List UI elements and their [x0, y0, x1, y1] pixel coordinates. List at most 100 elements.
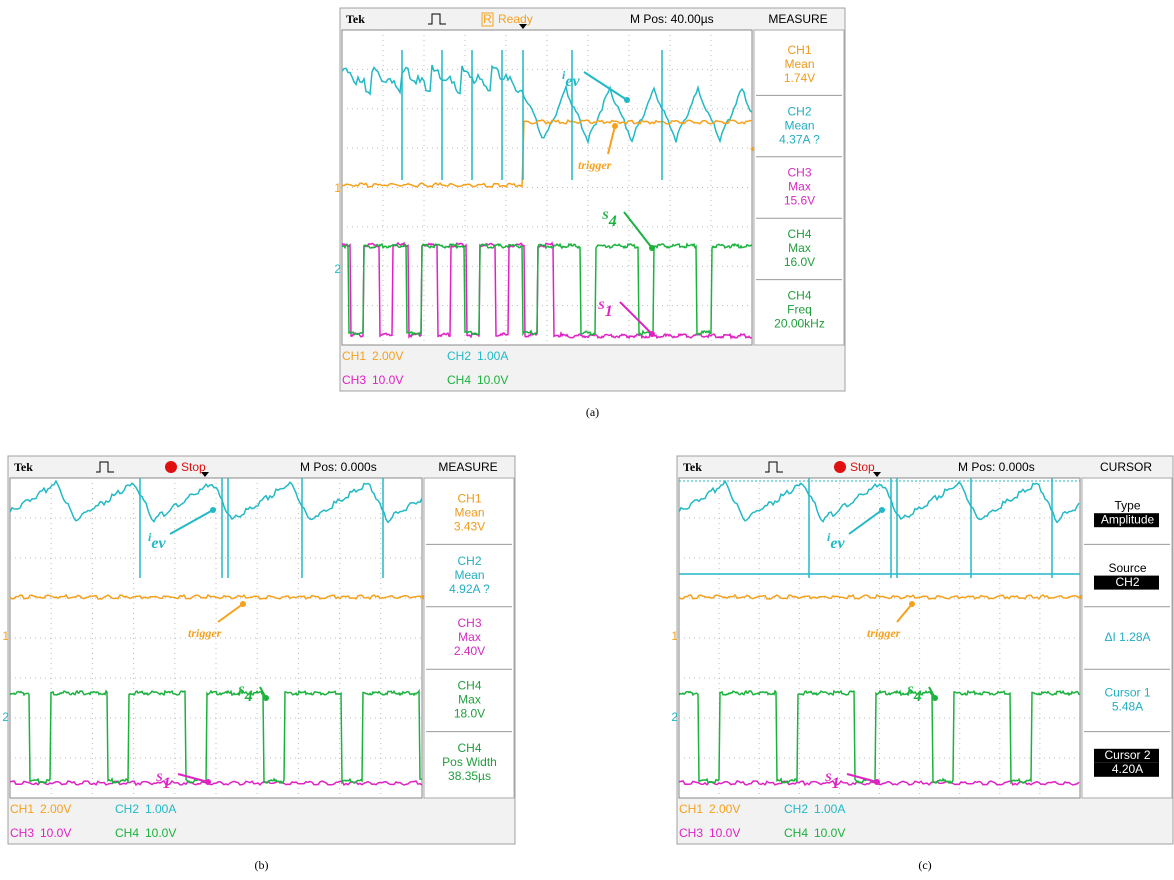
channel-scale: 2.00V: [372, 349, 403, 363]
status: Ready: [498, 12, 533, 26]
measurement: Mean: [784, 57, 814, 71]
arrow-head: [205, 779, 211, 785]
channel-scale: 10.0V: [477, 373, 508, 387]
measurement: CH2: [787, 104, 811, 118]
measurement: 4.37A ?: [779, 132, 820, 146]
screen: [342, 30, 752, 345]
status-dot: [165, 461, 177, 473]
annotation-sub: ev: [151, 535, 166, 552]
caption: (a): [586, 405, 599, 419]
channel-scale: CH4: [784, 826, 808, 840]
channel-scale: CH3: [679, 826, 703, 840]
measurement: 38.35µs: [448, 769, 491, 783]
measurement: Freq: [787, 302, 812, 316]
measurement: 4.92A ?: [449, 582, 490, 596]
annotation-sub: 1: [605, 303, 613, 320]
measurement: Amplitude: [1101, 512, 1155, 526]
annotation-main: trigger: [867, 626, 901, 640]
annotation-sub: 4: [244, 688, 253, 705]
channel-marker: 2: [334, 262, 341, 276]
brand: Tek: [683, 460, 702, 474]
channel-scale: 10.0V: [145, 826, 176, 840]
arrow-head: [612, 123, 618, 129]
channel-scale: 10.0V: [709, 826, 740, 840]
channel-scale: CH2: [447, 349, 471, 363]
measurement: 20.00kHz: [774, 316, 825, 330]
measurement: Mean: [454, 568, 484, 582]
measurement: CH1: [457, 491, 481, 505]
measurement: 5.48A: [1112, 700, 1143, 714]
measurement: 2.40V: [454, 644, 485, 658]
measurement: CH3: [457, 616, 481, 630]
channel-scale: CH4: [447, 373, 471, 387]
measurement: ΔI 1.28A: [1104, 630, 1150, 644]
measurement: 3.43V: [454, 519, 485, 533]
measurement: CH2: [457, 554, 481, 568]
arrow-head: [874, 779, 880, 785]
position: M Pos: 0.000s: [958, 460, 1035, 474]
channel-marker: 1: [2, 629, 9, 643]
status-badge: R: [483, 12, 492, 26]
side-title: MEASURE: [438, 460, 497, 474]
measurement: Cursor 1: [1104, 686, 1150, 700]
position: M Pos: 0.000s: [300, 460, 377, 474]
annotation: trigger: [188, 626, 222, 640]
scope-panel: TekStopM Pos: 0.000sCURSOR12ievtriggerS4…: [671, 456, 1173, 844]
annotation-sub: ev: [830, 535, 845, 552]
measurement: 18.0V: [454, 707, 485, 721]
annotation-main: trigger: [578, 158, 612, 172]
measurement: 16.0V: [784, 255, 815, 269]
measurement: Max: [458, 630, 481, 644]
arrow-head: [932, 695, 938, 701]
arrow-head: [240, 601, 246, 607]
channel-scale: 1.00A: [814, 802, 845, 816]
status-dot: [834, 461, 846, 473]
channel-scale: 10.0V: [814, 826, 845, 840]
channel-scale: CH4: [115, 826, 139, 840]
channel-scale: CH1: [342, 349, 366, 363]
annotation-sub: 4: [608, 213, 617, 230]
annotation-sub: 1: [832, 775, 840, 792]
brand: Tek: [346, 12, 365, 26]
measurement: Source: [1108, 561, 1146, 575]
channel-scale: 2.00V: [709, 802, 740, 816]
measurement: Cursor 2: [1104, 748, 1150, 762]
side-title: CURSOR: [1100, 460, 1152, 474]
annotation-sub: 1: [163, 775, 171, 792]
arrow-head: [210, 507, 216, 513]
brand: Tek: [14, 460, 33, 474]
arrow-head: [624, 97, 630, 103]
measurement: Max: [788, 241, 811, 255]
annotation: trigger: [867, 626, 901, 640]
channel-scale: CH1: [679, 802, 703, 816]
channel-scale: 10.0V: [40, 826, 71, 840]
measurement: 4.20A: [1112, 762, 1143, 776]
figure: TekRReadyM Pos: 40.00µsMEASURE12ievtrigg…: [0, 0, 1174, 880]
channel-marker: 1: [671, 629, 678, 643]
measurement: 15.6V: [784, 194, 815, 208]
annotation: trigger: [578, 158, 612, 172]
measurement: CH2: [1115, 575, 1139, 589]
arrow-head: [263, 695, 269, 701]
status: Stop: [850, 460, 875, 474]
measurement: Max: [788, 180, 811, 194]
annotation-sub: 4: [913, 688, 922, 705]
measurement: Pos Width: [442, 755, 497, 769]
measurement: CH3: [787, 166, 811, 180]
measurement: CH4: [787, 288, 811, 302]
annotation-sub: ev: [565, 73, 580, 90]
channel-scale: CH2: [115, 802, 139, 816]
channel-scale: 1.00A: [145, 802, 176, 816]
caption: (c): [918, 858, 931, 872]
channel-scale: CH1: [10, 802, 34, 816]
channel-marker: 2: [2, 710, 9, 724]
channel-scale: 2.00V: [40, 802, 71, 816]
channel-scale: CH2: [784, 802, 808, 816]
measurement: CH1: [787, 43, 811, 57]
arrow-head: [879, 507, 885, 513]
measurement: CH4: [457, 741, 481, 755]
position: M Pos: 40.00µs: [630, 12, 714, 26]
measurement: CH4: [457, 679, 481, 693]
